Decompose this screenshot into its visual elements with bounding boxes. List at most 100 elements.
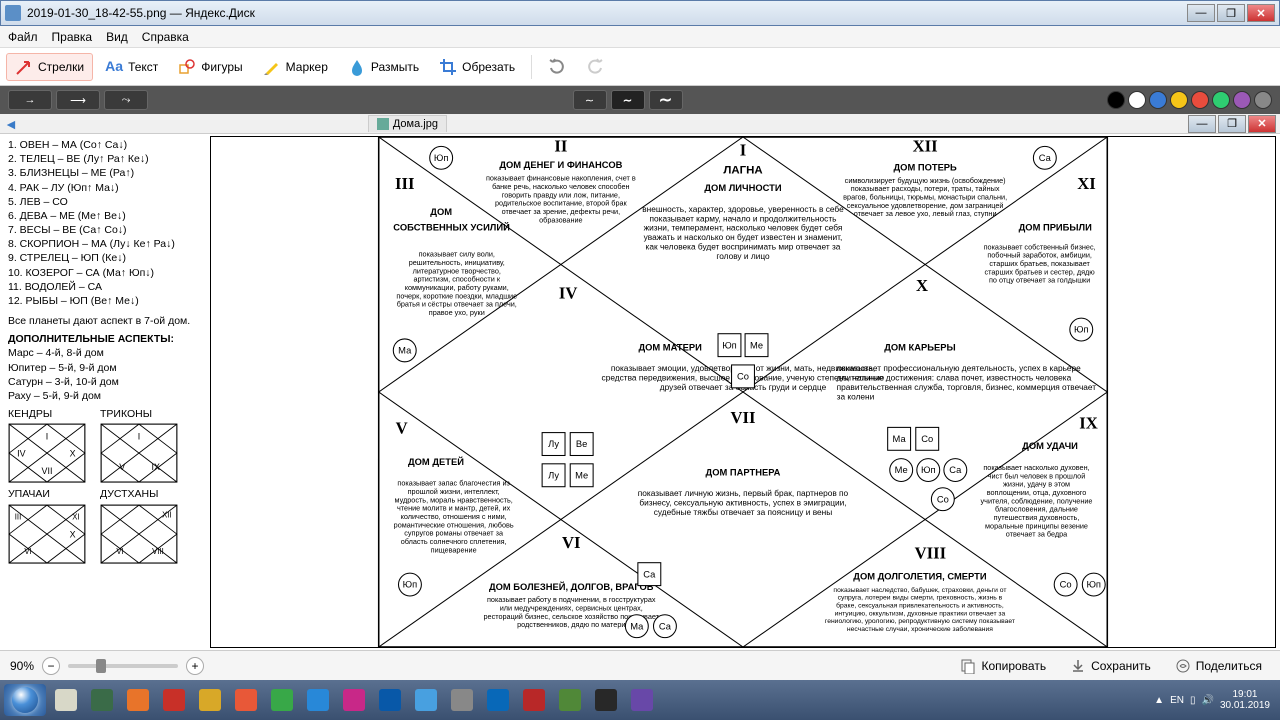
taskbar-app[interactable] — [193, 685, 227, 715]
windows-icon — [12, 687, 38, 713]
color-swatch[interactable] — [1191, 91, 1209, 109]
taskbar-app[interactable] — [445, 685, 479, 715]
taskbar-app[interactable] — [49, 685, 83, 715]
taskbar-app[interactable] — [265, 685, 299, 715]
svg-text:Юп: Юп — [722, 340, 737, 350]
svg-text:III: III — [15, 512, 22, 521]
weight-3[interactable]: ∼ — [649, 90, 683, 110]
color-swatch[interactable] — [1128, 91, 1146, 109]
taskbar-app[interactable] — [157, 685, 191, 715]
doc-close[interactable]: ✕ — [1248, 115, 1276, 133]
svg-text:ДОМ УДАЧИ: ДОМ УДАЧИ — [1022, 441, 1078, 451]
tool-redo[interactable] — [578, 54, 612, 80]
text-icon: Aa — [105, 58, 123, 76]
weight-2[interactable]: ∼ — [611, 90, 645, 110]
sign-row: 5. ЛЕВ – СО — [8, 195, 202, 209]
color-swatch[interactable] — [1107, 91, 1125, 109]
sign-row: 7. ВЕСЫ – ВЕ (Са↑ Со↓) — [8, 223, 202, 237]
svg-text:VIII: VIII — [915, 544, 946, 563]
sign-row: 4. РАК – ЛУ (Юп↑ Ма↓) — [8, 181, 202, 195]
zoom-out-button[interactable]: − — [42, 657, 60, 675]
taskbar: ▲ EN ▯ 🔊 19:01 30.01.2019 — [0, 680, 1280, 720]
svg-text:Са: Са — [1039, 153, 1052, 163]
tool-marker[interactable]: Маркер — [255, 54, 336, 80]
svg-text:ЛАГНА: ЛАГНА — [723, 164, 762, 176]
svg-text:I: I — [46, 432, 48, 442]
weight-1[interactable]: ∼ — [573, 90, 607, 110]
network-icon[interactable]: ▯ — [1190, 695, 1196, 706]
tool-shapes[interactable]: Фигуры — [170, 54, 250, 80]
svg-text:I: I — [138, 432, 140, 442]
minimize-button[interactable]: — — [1187, 4, 1215, 22]
taskbar-app[interactable] — [409, 685, 443, 715]
maximize-button[interactable]: ❐ — [1217, 4, 1245, 22]
color-swatch[interactable] — [1233, 91, 1251, 109]
color-swatch[interactable] — [1170, 91, 1188, 109]
doc-maximize[interactable]: ❐ — [1218, 115, 1246, 133]
arrow-style-2[interactable]: ⟶ — [56, 90, 100, 110]
system-tray: ▲ EN ▯ 🔊 19:01 30.01.2019 — [1154, 689, 1276, 711]
taskbar-app[interactable] — [337, 685, 371, 715]
toolbar: Стрелки AaТекст Фигуры Маркер Размыть Об… — [0, 48, 1280, 86]
svg-text:несчастные случаи, хронические: несчастные случаи, хронические заболеван… — [847, 625, 993, 633]
taskbar-app[interactable] — [229, 685, 263, 715]
svg-text:I: I — [740, 141, 746, 160]
taskbar-app[interactable] — [373, 685, 407, 715]
volume-icon[interactable]: 🔊 — [1201, 695, 1213, 706]
svg-text:ДОМ ДОЛГОЛЕТИЯ, СМЕРТИ: ДОМ ДОЛГОЛЕТИЯ, СМЕРТИ — [853, 571, 987, 581]
tab-handle-icon[interactable]: ◄ — [4, 116, 18, 132]
svg-text:Юп: Юп — [1086, 580, 1101, 590]
tool-undo[interactable] — [540, 54, 574, 80]
arrow-icon — [15, 58, 33, 76]
arrow-style-3[interactable]: ⤳ — [104, 90, 148, 110]
dusthany-diagram: ДУСТХАНЫ VIVIIIXII — [100, 487, 178, 563]
svg-text:Юп: Юп — [403, 580, 418, 590]
svg-text:ДОМ ДЕНЕГ И ФИНАНСОВ: ДОМ ДЕНЕГ И ФИНАНСОВ — [499, 160, 622, 170]
tool-blur[interactable]: Размыть — [340, 54, 427, 80]
zoom-slider[interactable] — [68, 664, 178, 668]
lang-indicator[interactable]: EN — [1170, 695, 1184, 706]
tool-text[interactable]: AaТекст — [97, 54, 166, 80]
document-tab[interactable]: Дома.jpg — [368, 115, 447, 132]
taskbar-app[interactable] — [553, 685, 587, 715]
svg-text:V: V — [396, 419, 408, 438]
taskbar-app[interactable] — [625, 685, 659, 715]
arrow-style-1[interactable]: → — [8, 90, 52, 110]
taskbar-app[interactable] — [301, 685, 335, 715]
doc-minimize[interactable]: — — [1188, 115, 1216, 133]
close-button[interactable]: ✕ — [1247, 4, 1275, 22]
sign-row: 6. ДЕВА – МЕ (Ме↑ Ве↓) — [8, 209, 202, 223]
menu-help[interactable]: Справка — [142, 30, 189, 44]
tray-arrow-icon[interactable]: ▲ — [1154, 695, 1164, 706]
start-button[interactable] — [4, 684, 46, 716]
tool-arrows[interactable]: Стрелки — [6, 53, 93, 81]
redo-icon — [586, 58, 604, 76]
svg-text:Лу: Лу — [548, 439, 559, 449]
taskbar-app[interactable] — [517, 685, 551, 715]
share-button[interactable]: Поделиться — [1167, 654, 1270, 678]
zoom-in-button[interactable]: + — [186, 657, 204, 675]
color-swatch[interactable] — [1212, 91, 1230, 109]
save-button[interactable]: Сохранить — [1062, 654, 1159, 678]
taskbar-app[interactable] — [121, 685, 155, 715]
taskbar-app[interactable] — [589, 685, 623, 715]
copy-button[interactable]: Копировать — [952, 654, 1054, 678]
svg-text:Со: Со — [937, 494, 949, 504]
svg-text:ДОМ ПОТЕРЬ: ДОМ ПОТЕРЬ — [894, 162, 958, 172]
taskbar-app[interactable] — [85, 685, 119, 715]
shapes-icon — [178, 58, 196, 76]
sign-row: 1. ОВЕН – МА (Со↑ Са↓) — [8, 138, 202, 152]
svg-text:отвечает за бедра: отвечает за бедра — [1006, 530, 1068, 539]
sign-row: 11. ВОДОЛЕЙ – СА — [8, 280, 202, 294]
menu-file[interactable]: Файл — [8, 30, 38, 44]
share-icon — [1175, 658, 1191, 674]
menu-edit[interactable]: Правка — [52, 30, 93, 44]
svg-text:голову и лицо: голову и лицо — [716, 251, 770, 261]
clock[interactable]: 19:01 30.01.2019 — [1220, 689, 1270, 711]
copy-icon — [960, 658, 976, 674]
menu-view[interactable]: Вид — [106, 30, 128, 44]
color-swatch[interactable] — [1254, 91, 1272, 109]
taskbar-app[interactable] — [481, 685, 515, 715]
color-swatch[interactable] — [1149, 91, 1167, 109]
tool-crop[interactable]: Обрезать — [431, 54, 523, 80]
